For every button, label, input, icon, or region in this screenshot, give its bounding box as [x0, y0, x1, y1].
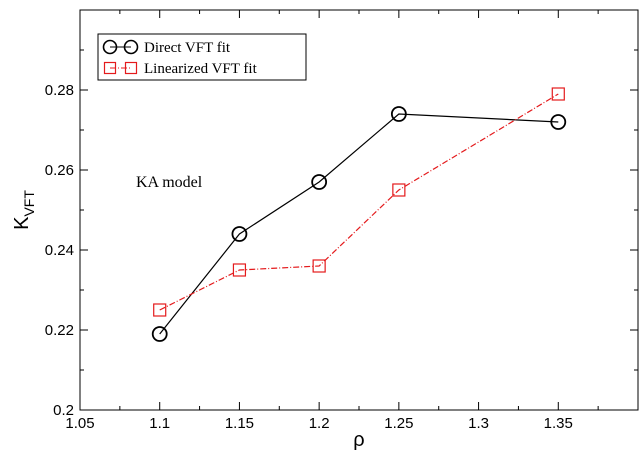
x-tick-label: 1.25: [384, 415, 413, 432]
data-point: [153, 303, 167, 317]
x-tick-label: 1.2: [309, 415, 330, 432]
data-point: [232, 263, 247, 277]
data-point: [151, 326, 168, 342]
data-point: [551, 87, 565, 101]
x-tick-label: 1.15: [225, 415, 254, 432]
series-layer: [151, 87, 567, 342]
legend-box: [97, 33, 307, 81]
series-line-1: [159, 93, 559, 311]
legend-label-direct: Direct VFT fit: [144, 40, 231, 56]
data-point: [392, 183, 406, 197]
data-point: [390, 106, 407, 122]
x-tick-label: 1.05: [65, 415, 94, 432]
svg-text:KVFT: KVFT: [11, 190, 37, 230]
legend: Direct VFT fit Linearized VFT fit: [97, 33, 307, 81]
data-point: [231, 226, 248, 242]
annotation-ka-model: KA model: [136, 174, 203, 191]
y-axis-title-sub: VFT: [21, 190, 37, 217]
x-tick-label: 1.1: [149, 415, 170, 432]
y-tick-label: 0.22: [45, 322, 74, 339]
x-tick-label: 1.3: [468, 415, 489, 432]
legend-marker-direct: [102, 39, 139, 55]
series-line-0: [159, 113, 559, 335]
x-axis-title: ρ: [353, 429, 364, 450]
legend-label-linearized: Linearized VFT fit: [144, 61, 258, 77]
y-axis-title: KVFT: [11, 190, 37, 230]
y-tick-label: 0.26: [45, 162, 74, 179]
data-point: [312, 259, 326, 273]
data-point: [311, 174, 328, 190]
axis-ticks: 1.05 1.1 1.15 1.2 1.25 1.3 1.35 0.2 0.22 0.24 0.26…: [45, 9, 639, 432]
y-axis-title-main: K: [11, 216, 33, 230]
y-tick-label: 0.2: [53, 402, 74, 419]
data-point: [550, 114, 567, 130]
y-tick-label: 0.28: [45, 82, 74, 99]
legend-marker-linearized: [103, 61, 138, 75]
y-tick-label: 0.24: [45, 242, 74, 259]
x-tick-label: 1.35: [544, 415, 573, 432]
